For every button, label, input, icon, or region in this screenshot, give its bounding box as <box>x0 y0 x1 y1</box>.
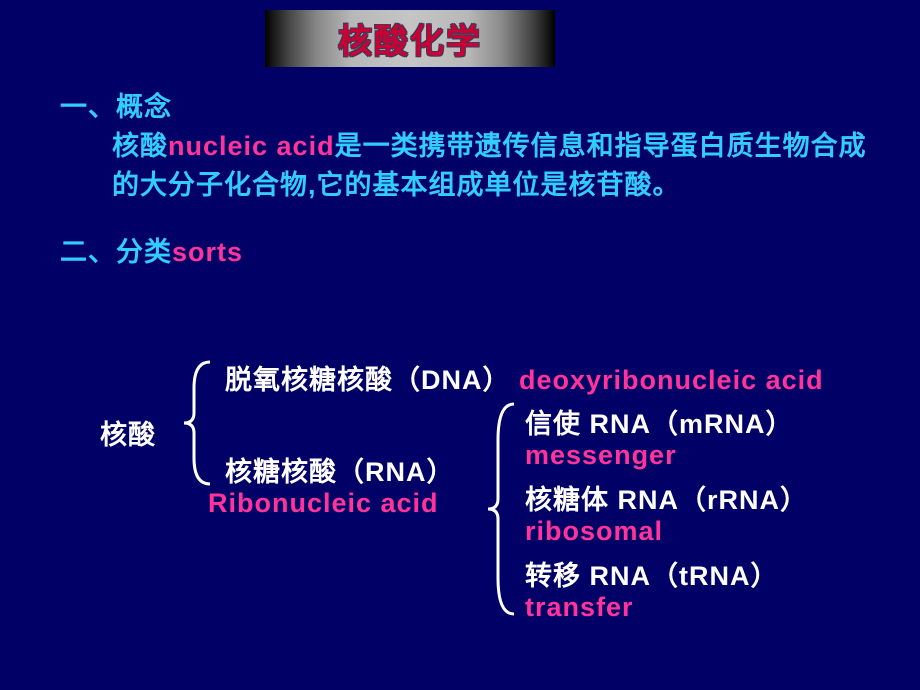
para-pre: 核酸 <box>112 131 168 161</box>
rna-cn: 核糖核酸（RNA） <box>225 450 455 489</box>
mrna-cn: 信使 RNA（mRNA） <box>525 402 794 441</box>
dna-row: 脱氧核糖核酸（DNA） deoxyribonucleic acid <box>225 358 824 397</box>
para-en: nucleic acid <box>168 131 335 161</box>
dna-en: deoxyribonucleic acid <box>519 365 824 395</box>
dna-cn: 脱氧核糖核酸（DNA） <box>225 365 511 395</box>
slide-title: 核酸化学 <box>338 14 482 63</box>
title-box: 核酸化学 <box>265 10 555 67</box>
mrna-en: messenger <box>525 440 677 471</box>
bracket-1 <box>180 358 216 488</box>
section2-cn: 二、分类 <box>60 237 172 267</box>
content-area: 一、概念 核酸nucleic acid是一类携带遗传信息和指导蛋白质生物合成的大… <box>60 88 880 273</box>
rrna-en: ribosomal <box>525 516 663 547</box>
rna-en: Ribonucleic acid <box>208 488 439 519</box>
section1-heading: 一、概念 <box>60 88 880 127</box>
rrna-cn: 核糖体 RNA（rRNA） <box>525 478 808 517</box>
trna-en: transfer <box>525 592 634 623</box>
section2-en: sorts <box>172 237 243 267</box>
section1-paragraph: 核酸nucleic acid是一类携带遗传信息和指导蛋白质生物合成的大分子化合物… <box>112 127 880 205</box>
section2-heading: 二、分类sorts <box>60 233 880 272</box>
tree-root: 核酸 <box>100 413 156 452</box>
classification-diagram: 核酸 脱氧核糖核酸（DNA） deoxyribonucleic acid 核糖核… <box>60 350 880 650</box>
bracket-2 <box>484 400 520 618</box>
trna-cn: 转移 RNA（tRNA） <box>525 554 778 593</box>
